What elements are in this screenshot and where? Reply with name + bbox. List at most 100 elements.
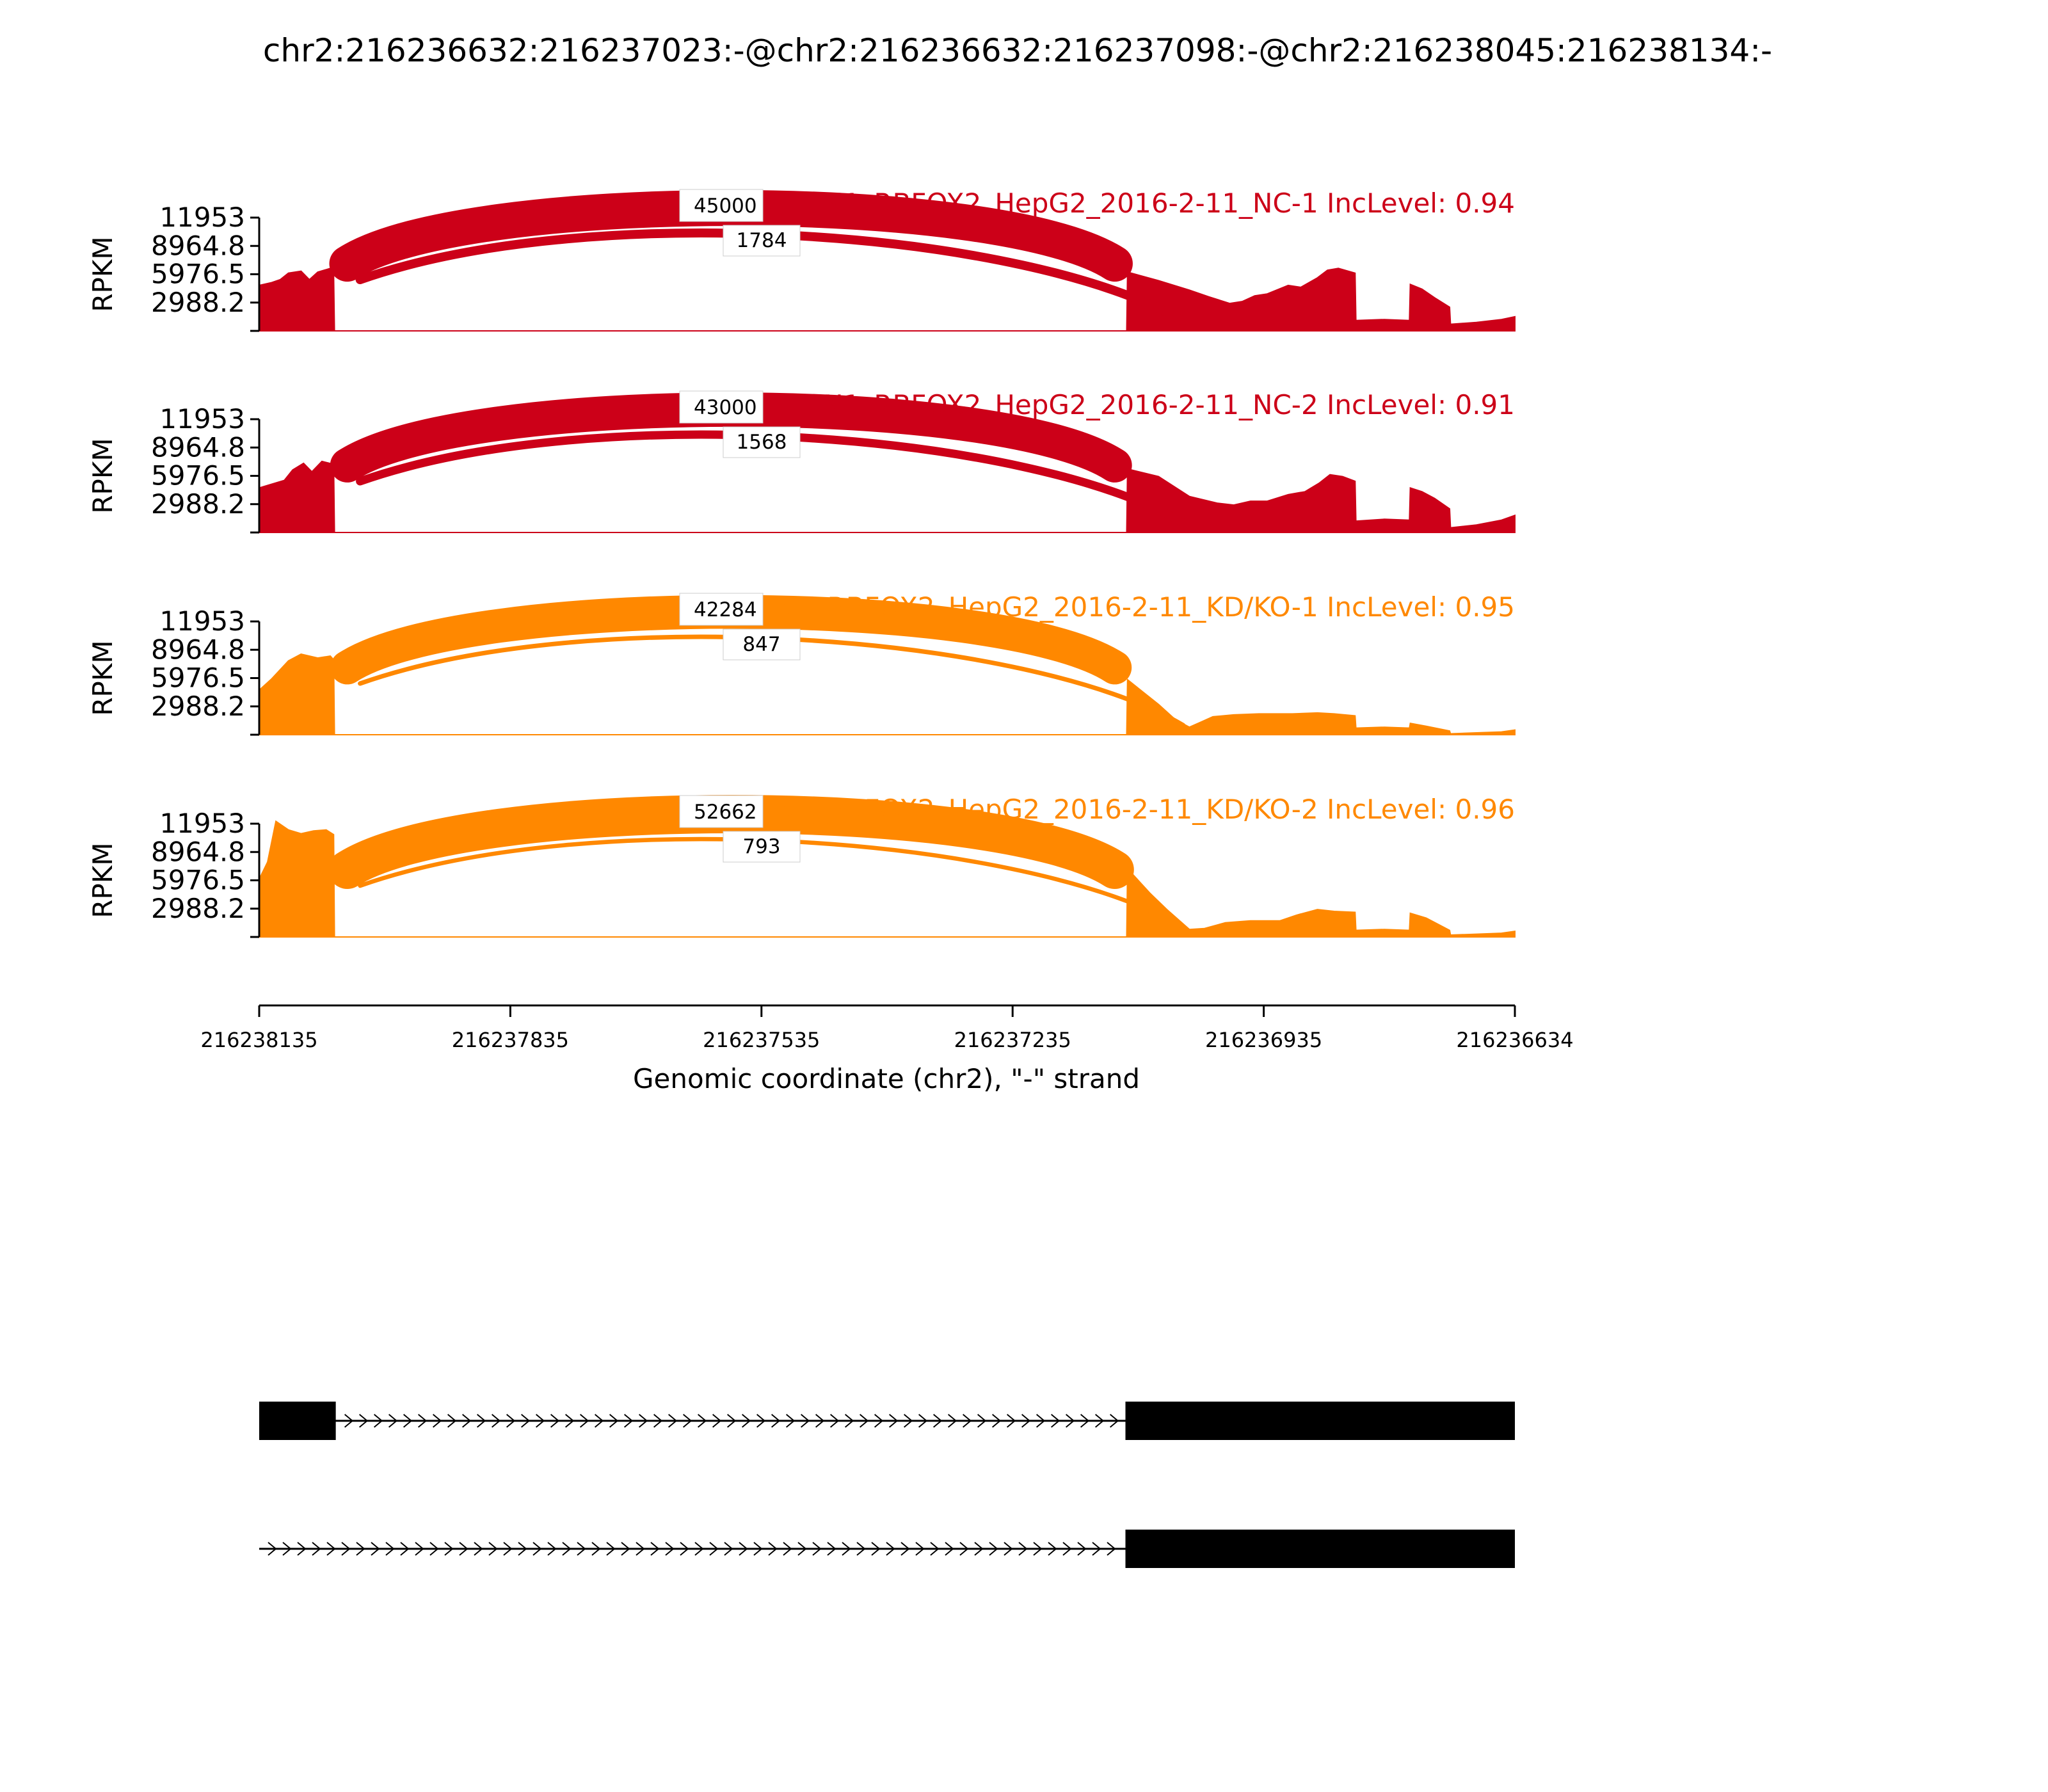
strand-arrow — [518, 1542, 527, 1556]
strand-arrow — [268, 1542, 277, 1556]
strand-arrow — [812, 1542, 822, 1556]
junction-count-box — [679, 189, 764, 222]
junction-count-alternative: 1784 — [737, 229, 787, 252]
strand-arrow — [783, 1542, 792, 1556]
strand-arrow — [918, 1414, 928, 1428]
x-tick-label: 216237235 — [954, 1028, 1071, 1052]
isoform-2 — [259, 1530, 1515, 1568]
strand-arrow — [1018, 1542, 1028, 1556]
strand-arrow — [900, 1542, 910, 1556]
y-tick-label: 8964.8 — [151, 634, 245, 665]
strand-arrow — [492, 1414, 501, 1428]
y-axis-label: RPKM — [87, 842, 118, 918]
coverage-area — [259, 268, 1516, 332]
strand-arrow — [356, 1542, 365, 1556]
exon-block — [1125, 1402, 1515, 1440]
x-tick-label: 216238135 — [200, 1028, 317, 1052]
strand-arrow — [827, 1542, 836, 1556]
strand-arrow — [415, 1542, 424, 1556]
strand-arrow — [341, 1542, 351, 1556]
junction-count-inclusion: 42284 — [694, 598, 757, 621]
strand-arrow — [1021, 1414, 1031, 1428]
panel-3: 42284 847 FN1_RBFOX2_HepG2_2016-2-11_KD/KO… — [87, 591, 1516, 736]
coverage-area — [259, 653, 1516, 735]
strand-arrow — [785, 1414, 796, 1428]
exon-block — [1125, 1530, 1515, 1568]
junction-count-box — [679, 593, 764, 626]
strand-arrow — [1092, 1542, 1101, 1556]
strand-arrow — [639, 1414, 648, 1428]
y-tick-label: 11953 — [159, 605, 245, 637]
strand-arrow — [694, 1542, 704, 1556]
strand-arrow — [930, 1542, 940, 1556]
y-tick-label: 8964.8 — [151, 230, 245, 261]
panel-1: 45000 1784 FN1_RBFOX2_HepG2_2016-2-11_NC-1… — [87, 188, 1516, 332]
strand-arrow — [577, 1542, 586, 1556]
strand-arrow — [800, 1414, 810, 1428]
strand-arrow — [915, 1542, 925, 1556]
strand-arrow — [565, 1414, 575, 1428]
y-axis-label: RPKM — [87, 236, 118, 312]
strand-arrow — [1065, 1414, 1075, 1428]
strand-arrow — [433, 1414, 442, 1428]
strand-arrow — [359, 1414, 369, 1428]
strand-arrow — [374, 1414, 383, 1428]
panel-2: 43000 1568 FN1_RBFOX2_HepG2_2016-2-11_NC-2… — [87, 389, 1516, 534]
strand-arrow — [682, 1414, 692, 1428]
strand-arrow — [859, 1414, 869, 1428]
sample-label: FN1_RBFOX2_HepG2_2016-2-11_KD/KO-2 IncLe… — [761, 794, 1515, 825]
strand-arrow — [856, 1542, 866, 1556]
strand-arrow — [459, 1542, 468, 1556]
strand-arrow — [595, 1414, 604, 1428]
strand-arrow — [1107, 1542, 1116, 1556]
junction-count-inclusion: 45000 — [694, 195, 757, 218]
sample-label: FN1_RBFOX2_HepG2_2016-2-11_NC-2 IncLevel… — [808, 389, 1515, 420]
y-tick-label: 5976.5 — [151, 460, 245, 492]
strand-arrow — [326, 1542, 336, 1556]
strand-arrow — [609, 1414, 619, 1428]
strand-arrow — [842, 1542, 851, 1556]
y-tick-label: 11953 — [159, 403, 245, 435]
strand-arrow — [400, 1542, 410, 1556]
gene-models — [259, 1402, 1515, 1568]
y-tick-label: 2988.2 — [151, 893, 245, 924]
strand-arrow — [871, 1542, 881, 1556]
strand-arrow — [726, 1414, 737, 1428]
junction-arc-alternative — [356, 430, 1188, 527]
strand-arrow — [297, 1542, 307, 1556]
strand-arrow — [668, 1414, 678, 1428]
junction-count-alternative: 847 — [742, 633, 780, 656]
strand-arrow — [550, 1414, 560, 1428]
junction-arc-alternative — [358, 634, 1186, 728]
strand-arrow — [829, 1414, 840, 1428]
strand-arrow — [753, 1542, 763, 1556]
strand-arrow — [709, 1542, 719, 1556]
strand-arrow — [282, 1542, 292, 1556]
strand-arrow — [312, 1542, 321, 1556]
x-tick-label: 216236634 — [1456, 1028, 1573, 1052]
strand-arrow — [653, 1414, 663, 1428]
strand-arrow — [385, 1542, 395, 1556]
strand-arrow — [547, 1542, 557, 1556]
strand-arrow — [874, 1414, 884, 1428]
junction-count-box — [723, 628, 801, 660]
strand-arrow — [741, 1414, 751, 1428]
strand-arrow — [532, 1542, 542, 1556]
strand-arrow — [888, 1414, 899, 1428]
strand-arrow — [1062, 1542, 1072, 1556]
y-tick-label: 11953 — [159, 808, 245, 839]
strand-arrow — [1006, 1414, 1016, 1428]
strand-arrow — [1048, 1542, 1057, 1556]
strand-arrow — [991, 1414, 1002, 1428]
junction-arc-alternative — [355, 228, 1188, 326]
strand-arrow — [947, 1414, 957, 1428]
y-tick-label: 8964.8 — [151, 431, 245, 463]
y-tick-label: 2988.2 — [151, 287, 245, 318]
strand-arrow — [506, 1414, 516, 1428]
y-tick-label: 11953 — [159, 202, 245, 233]
strand-arrow — [636, 1542, 645, 1556]
junction-count-inclusion: 43000 — [694, 396, 757, 419]
strand-arrow — [521, 1414, 531, 1428]
strand-arrow — [621, 1542, 630, 1556]
